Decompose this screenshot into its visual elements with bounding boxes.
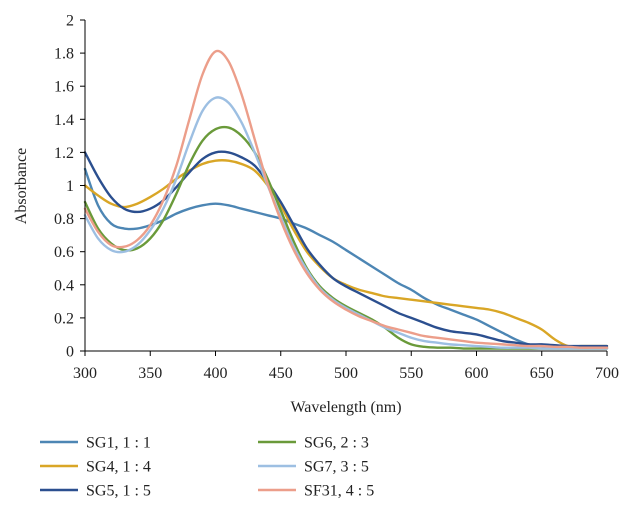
- y-tick-label: 0.4: [54, 277, 74, 294]
- series-line-5: [83, 96, 609, 350]
- series-line-6: [83, 49, 609, 349]
- x-axis-title: Wavelength (nm): [290, 399, 401, 416]
- y-tick-label: 1.8: [54, 46, 74, 63]
- legend-label-3: SG5, 1 : 5: [86, 483, 151, 500]
- y-tick-label: 1.4: [54, 112, 74, 129]
- y-axis-ticks: 0 0.2 0.4 0.6 0.8 1 1.2 1.4 1.6 1.8 2: [54, 13, 85, 361]
- y-tick-label: 1.6: [54, 79, 74, 96]
- series-line-2: [83, 159, 609, 348]
- legend-label-6: SF31, 4 : 5: [304, 483, 374, 500]
- legend-label-2: SG4, 1 : 4: [86, 459, 151, 476]
- y-axis-title: Absorbance: [13, 148, 30, 224]
- legend: SG1, 1 : 1 SG4, 1 : 4 SG5, 1 : 5 SG6, 2 : 3…: [40, 435, 374, 500]
- x-tick-label: 500: [334, 365, 358, 382]
- legend-label-5: SG7, 3 : 5: [304, 459, 369, 476]
- x-tick-label: 700: [595, 365, 619, 382]
- y-tick-label: 0: [66, 344, 74, 361]
- legend-label-4: SG6, 2 : 3: [304, 435, 369, 452]
- legend-label-1: SG1, 1 : 1: [86, 435, 151, 452]
- x-tick-label: 550: [399, 365, 423, 382]
- x-tick-label: 300: [73, 365, 97, 382]
- x-tick-label: 600: [465, 365, 489, 382]
- series-layer: [83, 49, 609, 350]
- x-tick-label: 650: [530, 365, 554, 382]
- series-line-1: [83, 167, 609, 349]
- x-tick-label: 450: [269, 365, 293, 382]
- y-tick-label: 2: [66, 13, 74, 30]
- x-axis-ticks: 300 350 400 450 500 550 600 650 700: [73, 351, 619, 382]
- series-line-4: [83, 125, 609, 350]
- x-tick-label: 350: [138, 365, 162, 382]
- y-tick-label: 1.2: [54, 145, 74, 162]
- y-tick-label: 1: [66, 178, 74, 195]
- y-tick-label: 0.8: [54, 211, 74, 228]
- y-tick-label: 0.2: [54, 310, 74, 327]
- y-tick-label: 0.6: [54, 244, 74, 261]
- x-tick-label: 400: [204, 365, 228, 382]
